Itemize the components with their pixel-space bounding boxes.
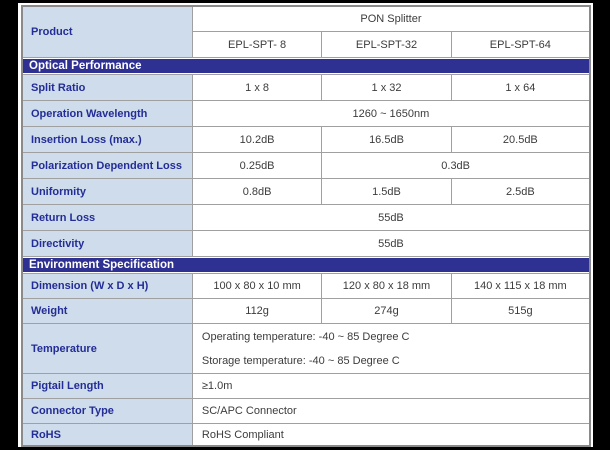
row-label: Operation Wavelength: [23, 101, 192, 126]
section-header-optical-performance: Optical Performance: [23, 58, 589, 74]
row-label: Insertion Loss (max.): [23, 127, 192, 152]
value-cell: 1.5dB: [322, 179, 451, 204]
value-cell: 112g: [192, 299, 322, 323]
model-header-cell-spt32: EPL-SPT-32: [322, 32, 451, 57]
document-page: Product PON Splitter EPL-SPT- 8 EPL-SPT-…: [18, 3, 593, 447]
value-cell: 120 x 80 x 18 mm: [322, 274, 451, 298]
value-cell: ≥1.0m: [192, 374, 589, 398]
value-cell: 1 x 8: [192, 75, 322, 100]
row-label: Uniformity: [23, 179, 192, 204]
value-cell: 1 x 32: [322, 75, 451, 100]
value-cell: 1 x 64: [451, 75, 589, 100]
row-label: Split Ratio: [23, 75, 192, 100]
spec-row-return-loss: Return Loss 55dB: [23, 205, 589, 230]
row-label: Directivity: [23, 231, 192, 256]
value-cell: 20.5dB: [451, 127, 589, 152]
model-header-cell-spt8: EPL-SPT- 8: [192, 32, 322, 57]
row-label: Polarization Dependent Loss: [23, 153, 192, 178]
operating-temperature-text: Operating temperature: -40 ~ 85 Degree C: [201, 330, 410, 343]
value-cell: Operating temperature: -40 ~ 85 Degree C…: [192, 324, 589, 373]
value-cell: 0.25dB: [192, 153, 322, 178]
pon-splitter-spec-table: Product PON Splitter EPL-SPT- 8 EPL-SPT-…: [21, 5, 591, 447]
value-cell: 55dB: [192, 205, 589, 230]
row-label: Pigtail Length: [23, 374, 192, 398]
group-header-cell: PON Splitter: [192, 7, 589, 31]
row-label: Weight: [23, 299, 192, 323]
value-cell: 10.2dB: [192, 127, 322, 152]
spec-row-operation-wavelength: Operation Wavelength 1260 ~ 1650nm: [23, 101, 589, 126]
table-header: Product PON Splitter EPL-SPT- 8 EPL-SPT-…: [23, 7, 589, 57]
storage-temperature-text: Storage temperature: -40 ~ 85 Degree C: [201, 354, 400, 367]
row-label: RoHS: [23, 424, 192, 445]
spec-row-split-ratio: Split Ratio 1 x 8 1 x 32 1 x 64: [23, 75, 589, 100]
value-cell: 515g: [451, 299, 589, 323]
value-cell: 55dB: [192, 231, 589, 256]
model-header-cell-spt64: EPL-SPT-64: [451, 32, 589, 57]
value-cell: 274g: [322, 299, 451, 323]
value-cell: 16.5dB: [322, 127, 451, 152]
value-cell: SC/APC Connector: [192, 399, 589, 423]
row-label: Connector Type: [23, 399, 192, 423]
spec-row-polarization-dependent-loss: Polarization Dependent Loss 0.25dB 0.3dB: [23, 153, 589, 178]
row-label: Dimension (W x D x H): [23, 274, 192, 298]
spec-row-rohs: RoHS RoHS Compliant: [23, 424, 589, 445]
product-header-cell: Product: [23, 7, 192, 57]
row-label: Temperature: [23, 324, 192, 373]
value-cell: 0.3dB: [322, 153, 589, 178]
spec-row-insertion-loss: Insertion Loss (max.) 10.2dB 16.5dB 20.5…: [23, 127, 589, 152]
value-cell: 1260 ~ 1650nm: [192, 101, 589, 126]
spec-row-dimension: Dimension (W x D x H) 100 x 80 x 10 mm 1…: [23, 274, 589, 298]
section-header-environment-specification: Environment Specification: [23, 257, 589, 273]
spec-row-pigtail-length: Pigtail Length ≥1.0m: [23, 374, 589, 398]
value-cell: 0.8dB: [192, 179, 322, 204]
value-cell: 140 x 115 x 18 mm: [451, 274, 589, 298]
spec-row-directivity: Directivity 55dB: [23, 231, 589, 256]
value-cell: 100 x 80 x 10 mm: [192, 274, 322, 298]
row-label: Return Loss: [23, 205, 192, 230]
spec-row-connector-type: Connector Type SC/APC Connector: [23, 399, 589, 423]
spec-row-uniformity: Uniformity 0.8dB 1.5dB 2.5dB: [23, 179, 589, 204]
value-cell: RoHS Compliant: [192, 424, 589, 445]
spec-row-weight: Weight 112g 274g 515g: [23, 299, 589, 323]
spec-row-temperature: Temperature Operating temperature: -40 ~…: [23, 324, 589, 373]
value-cell: 2.5dB: [451, 179, 589, 204]
